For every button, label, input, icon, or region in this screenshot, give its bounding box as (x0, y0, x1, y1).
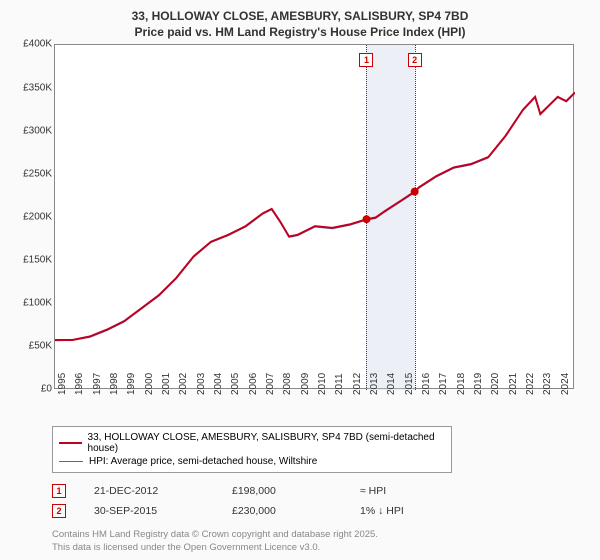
y-axis-tick: £100K (12, 298, 52, 309)
sales-table-row: 2 30-SEP-2015 £230,000 1% ↓ HPI (52, 501, 590, 521)
y-axis-tick: £0 (12, 384, 52, 395)
sale-point (411, 188, 419, 196)
footer-line1: Contains HM Land Registry data © Crown c… (52, 529, 590, 541)
footer-line2: This data is licensed under the Open Gov… (52, 542, 590, 554)
legend-swatch (59, 442, 82, 444)
legend-swatch (59, 461, 83, 462)
row-delta: 1% ↓ HPI (360, 505, 404, 517)
legend: 33, HOLLOWAY CLOSE, AMESBURY, SALISBURY,… (52, 426, 452, 473)
sale-marker-2: 2 (408, 53, 422, 67)
row-price: £198,000 (232, 485, 332, 497)
legend-item: 33, HOLLOWAY CLOSE, AMESBURY, SALISBURY,… (59, 431, 445, 455)
sale-point (362, 216, 370, 224)
line-series (55, 45, 575, 390)
y-axis-tick: £250K (12, 168, 52, 179)
row-marker: 1 (52, 484, 66, 498)
y-axis-tick: £200K (12, 211, 52, 222)
chart-area: £0£50K£100K£150K£200K£250K£300K£350K£400… (14, 44, 574, 424)
sale-marker-1: 1 (359, 53, 373, 67)
y-axis-tick: £350K (12, 82, 52, 93)
y-axis-tick: £300K (12, 125, 52, 136)
row-delta: ≈ HPI (360, 485, 386, 497)
row-price: £230,000 (232, 505, 332, 517)
row-marker: 2 (52, 504, 66, 518)
sales-table: 1 21-DEC-2012 £198,000 ≈ HPI 2 30-SEP-2015 £23… (52, 481, 590, 521)
title-line2: Price paid vs. HM Land Registry's House … (10, 24, 590, 40)
row-date: 21-DEC-2012 (94, 485, 204, 497)
footer-attribution: Contains HM Land Registry data © Crown c… (52, 529, 590, 554)
title-line1: 33, HOLLOWAY CLOSE, AMESBURY, SALISBURY,… (10, 8, 590, 24)
y-axis-tick: £50K (12, 341, 52, 352)
sales-table-row: 1 21-DEC-2012 £198,000 ≈ HPI (52, 481, 590, 501)
row-date: 30-SEP-2015 (94, 505, 204, 517)
y-axis-tick: £400K (12, 39, 52, 50)
legend-label: 33, HOLLOWAY CLOSE, AMESBURY, SALISBURY,… (88, 432, 445, 454)
chart-title: 33, HOLLOWAY CLOSE, AMESBURY, SALISBURY,… (10, 8, 590, 40)
legend-item: HPI: Average price, semi-detached house,… (59, 455, 445, 468)
x-axis-tick: 2024 (560, 373, 593, 395)
y-axis-tick: £150K (12, 255, 52, 266)
chart-container: 33, HOLLOWAY CLOSE, AMESBURY, SALISBURY,… (0, 0, 600, 560)
legend-label: HPI: Average price, semi-detached house,… (89, 456, 317, 467)
plot-region: 12 (54, 44, 574, 389)
